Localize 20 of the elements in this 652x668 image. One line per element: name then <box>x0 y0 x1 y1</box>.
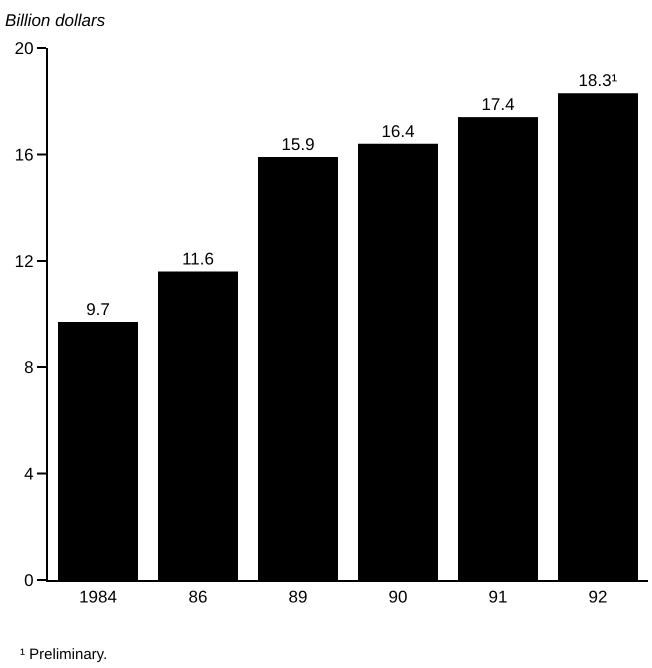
text: ¹ Preliminary. <box>20 646 108 663</box>
x-tick-label: 91 <box>488 587 508 606</box>
data-label: 15.9 <box>281 135 315 154</box>
y-tick-label: 8 <box>24 358 34 378</box>
data-label: 9.7 <box>86 300 110 319</box>
data-label: 17.4 <box>481 95 515 114</box>
y-tick-label: 4 <box>24 464 34 484</box>
x-tick-label: 1984 <box>79 587 117 606</box>
x-tick-label: 86 <box>188 587 208 606</box>
y-tick-label: 0 <box>24 570 34 590</box>
data-label: 11.6 <box>182 249 214 268</box>
data-label: 16.4 <box>381 122 415 141</box>
y-tick-label: 12 <box>14 252 34 271</box>
y-tick-label: 16 <box>14 145 34 164</box>
x-tick-label: 89 <box>288 587 308 606</box>
y-tick-label: 20 <box>14 38 34 58</box>
x-tick-label: 90 <box>388 587 408 606</box>
y-axis-title: Billion dollars <box>5 11 106 30</box>
x-tick-label: 92 <box>588 587 608 606</box>
data-label: 18.3¹ <box>578 71 618 90</box>
